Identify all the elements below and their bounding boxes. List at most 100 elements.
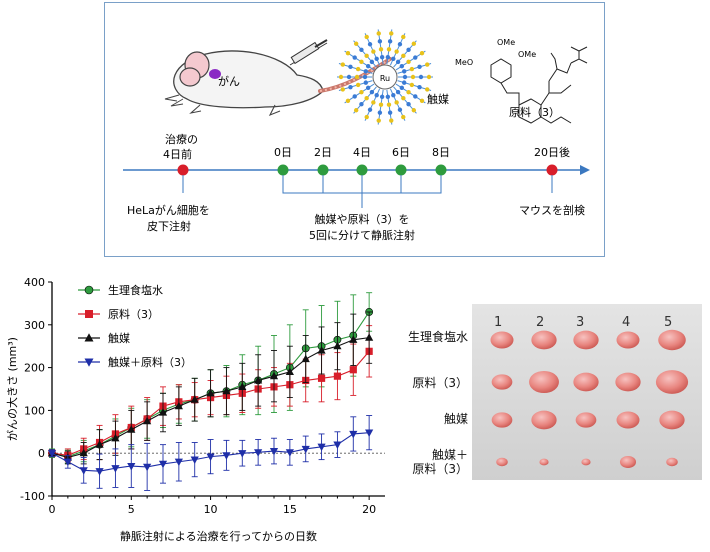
legend-label: 触媒＋原料（3） xyxy=(108,355,192,369)
data-point xyxy=(111,465,120,473)
x-tick-label: 0 xyxy=(49,503,56,516)
treatment-text-1: 触媒や原料（3）を xyxy=(315,212,410,226)
x-axis-label: 静脈注射による治療を行ってからの日数 xyxy=(120,529,317,543)
data-point xyxy=(317,346,326,354)
data-point xyxy=(349,430,358,439)
x-tick-label: 15 xyxy=(283,503,297,516)
catalyst-nanoparticle-icon xyxy=(337,29,433,125)
mouse-illustration xyxy=(164,50,392,117)
data-point xyxy=(333,341,342,350)
data-point xyxy=(143,416,152,425)
day-label-0: 0日 xyxy=(274,146,292,159)
day-label-6: 6日 xyxy=(392,146,410,159)
data-point xyxy=(190,456,199,465)
tumor-sample xyxy=(615,372,641,392)
data-point xyxy=(174,401,183,410)
ru-label: Ru xyxy=(380,74,390,83)
data-point xyxy=(365,333,374,341)
tumor-sample xyxy=(531,410,557,430)
day-marker xyxy=(356,164,368,176)
data-point xyxy=(317,443,326,452)
chart-svg: -100 0 100 200 300 400 0 5 10 15 20 静脈注射による治療を行ってから… xyxy=(5,276,385,543)
y-tick-label: 100 xyxy=(24,404,45,417)
timeline-arrow-icon xyxy=(580,165,590,175)
data-point xyxy=(349,366,357,374)
data-point xyxy=(206,388,215,397)
y-tick-label: 300 xyxy=(24,319,45,332)
data-point xyxy=(333,372,342,380)
data-point xyxy=(301,354,310,363)
data-point xyxy=(269,371,279,380)
data-point xyxy=(127,462,136,471)
data-point xyxy=(95,468,104,476)
day-label-4: 4日 xyxy=(353,146,371,159)
legend-label: 生理食塩水 xyxy=(108,283,163,297)
material-label: 原料（3） xyxy=(509,105,560,119)
column-number-label: 2 xyxy=(536,315,544,330)
data-point xyxy=(84,285,94,295)
data-point xyxy=(79,448,88,457)
series-3 xyxy=(47,415,374,491)
treatment-text-2: 5回に分けて静脈注射 xyxy=(309,228,415,242)
data-point xyxy=(158,408,168,416)
injection-bracket xyxy=(282,175,442,208)
treatment-scheme-panel: がん Ru 触媒 OMe OMe MeO 原料（3） 治療の 4日前 xyxy=(104,2,605,257)
tumor-sample xyxy=(531,330,557,350)
data-point xyxy=(285,367,294,375)
tumor-sample xyxy=(491,412,513,428)
photo-row-label-catalyst: 触媒 xyxy=(443,412,468,426)
data-point xyxy=(349,335,358,343)
y-tick-label: 0 xyxy=(38,447,45,460)
data-point xyxy=(285,449,294,457)
series-2 xyxy=(47,311,374,465)
tumor-sample xyxy=(539,458,549,466)
data-point xyxy=(111,433,120,442)
data-point xyxy=(333,441,342,450)
data-point xyxy=(158,460,168,469)
tumor-sample xyxy=(616,411,640,429)
x-tick-label: 20 xyxy=(362,503,376,516)
data-point xyxy=(84,358,94,367)
x-tick-label: 5 xyxy=(128,503,135,516)
y-tick-label: 200 xyxy=(24,362,45,375)
injection-text-2: 皮下注射 xyxy=(147,219,191,233)
tumor-sample xyxy=(658,329,686,351)
data-point xyxy=(79,467,88,475)
tumor-sample xyxy=(655,370,689,394)
data-point xyxy=(143,463,152,472)
data-point xyxy=(174,458,183,467)
column-number-label: 5 xyxy=(664,315,672,330)
scheme-svg: がん Ru 触媒 OMe OMe MeO 原料（3） 治療の 4日前 xyxy=(123,29,590,242)
data-point xyxy=(95,440,104,448)
injection-text-1: HeLaがん細胞を xyxy=(127,203,210,217)
tumor-sample xyxy=(659,410,685,430)
day-marker xyxy=(435,164,447,176)
column-number-label: 4 xyxy=(622,315,630,330)
tumor-sample xyxy=(616,331,640,349)
data-point xyxy=(222,452,231,460)
column-number-label: 3 xyxy=(576,315,584,330)
cancer-label: がん xyxy=(218,74,240,88)
legend-label: 触媒 xyxy=(108,331,130,345)
data-point xyxy=(47,450,57,458)
tumor-sample xyxy=(491,374,513,390)
data-point xyxy=(365,429,374,438)
photo-row-label-material: 原料（3） xyxy=(412,376,468,390)
column-numbers: 1 2 3 4 5 xyxy=(494,315,672,330)
tumor-growth-chart: -100 0 100 200 300 400 0 5 10 15 20 静脈注射による治療を行ってから… xyxy=(0,268,400,548)
day-marker xyxy=(317,164,329,176)
pre-treatment-label-2: 4日前 xyxy=(163,147,192,161)
x-tick-label: 10 xyxy=(204,503,218,516)
tumor-photo-svg: 1 2 3 4 5 xyxy=(472,304,702,480)
data-point xyxy=(206,453,215,462)
day-label-2: 2日 xyxy=(314,146,332,159)
y-tick-label: -100 xyxy=(20,490,45,503)
photo-row-label-combo: 触媒＋ 原料（3） xyxy=(412,448,468,476)
day-marker xyxy=(277,164,289,176)
pre-treatment-label-1: 治療の xyxy=(165,132,198,146)
data-point xyxy=(254,376,263,384)
catalyst-label: 触媒 xyxy=(427,92,449,106)
day-label-8: 8日 xyxy=(432,146,450,159)
material-molecule-icon xyxy=(490,46,588,124)
tumor-sample xyxy=(573,372,599,392)
